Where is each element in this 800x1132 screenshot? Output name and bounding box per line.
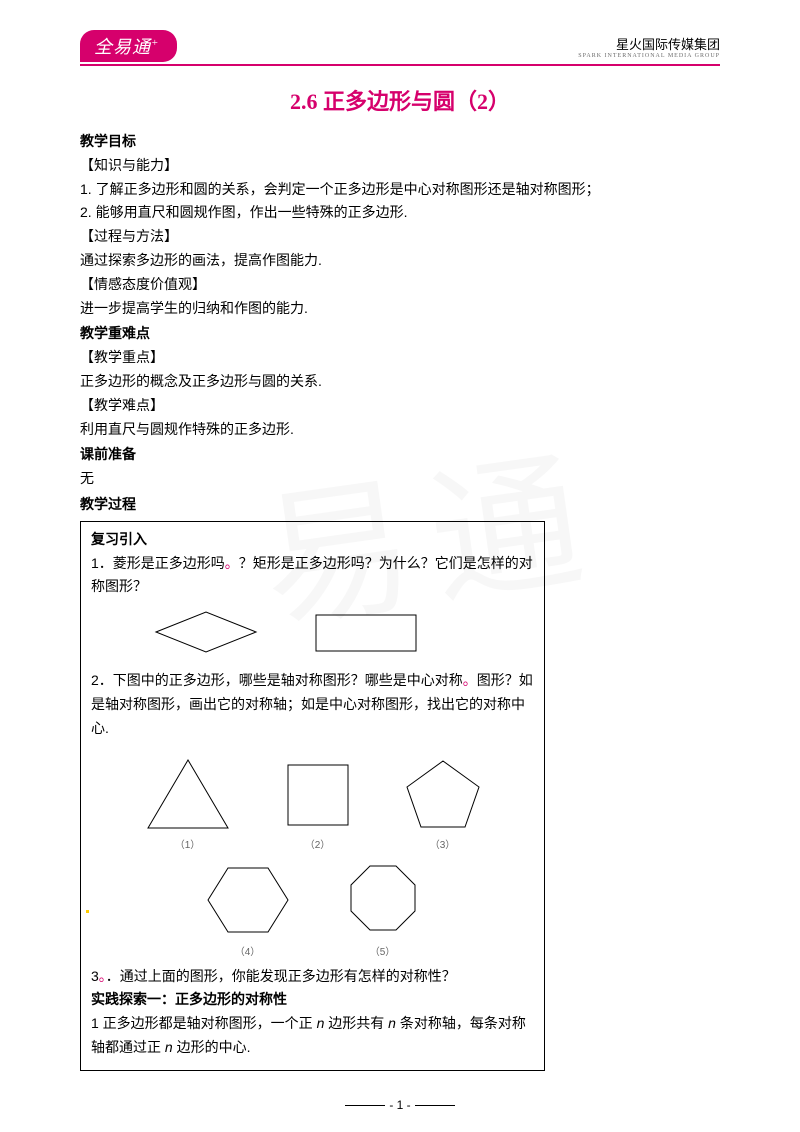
- proc-heading: 教学过程: [80, 493, 720, 517]
- prep-heading: 课前准备: [80, 443, 720, 467]
- knowledge-item-1: 1. 了解正多边形和圆的关系，会判定一个正多边形是中心对称图形还是轴对称图形；: [80, 178, 720, 202]
- knowledge-item-2: 2. 能够用直尺和圆规作图，作出一些特殊的正多边形.: [80, 201, 720, 225]
- explore-text: 1 正多边形都是轴对称图形，一个正 n 边形共有 n 条对称轴，每条对称轴都通过…: [91, 1012, 534, 1060]
- rhombus-icon: [141, 607, 271, 657]
- page-number: 1: [397, 1098, 404, 1112]
- header-bar: 全易通+ 星火国际传媒集团 SPARK INTERNATIONAL MEDIA …: [80, 30, 720, 66]
- review-heading: 复习引入: [91, 528, 534, 552]
- knowledge-heading: 【知识与能力】: [80, 154, 720, 178]
- figure-row-polygons-2: （4） （5）: [91, 860, 534, 961]
- figure-row-polygons-1: （1） （2） （3）: [91, 755, 534, 854]
- focus-diff-heading: 【教学难点】: [80, 394, 720, 418]
- focus-key-heading: 【教学重点】: [80, 346, 720, 370]
- pentagon-figure: （3）: [403, 755, 483, 854]
- hexagon-figure: （4）: [203, 860, 293, 961]
- content-body: 教学目标 【知识与能力】 1. 了解正多边形和圆的关系，会判定一个正多边形是中心…: [80, 130, 720, 1071]
- figure-row-rhombus-rect: [141, 607, 534, 657]
- process-heading: 【过程与方法】: [80, 225, 720, 249]
- goal-heading: 教学目标: [80, 130, 720, 154]
- square-figure: （2）: [283, 755, 353, 854]
- process-box: 复习引入 1．菱形是正多边形吗。？矩形是正多边形吗？为什么？它们是怎样的对称图形…: [80, 521, 545, 1071]
- prep-1: 无: [80, 467, 720, 491]
- rectangle-icon: [311, 607, 421, 657]
- page-footer: - 1 -: [0, 1098, 800, 1112]
- question-2: 2．下图中的正多边形，哪些是轴对称图形？哪些是中心对称。图形？如是轴对称图形，画…: [91, 669, 534, 740]
- octagon-figure: （5）: [343, 860, 423, 961]
- question-3: 3。．通过上面的图形，你能发现正多边形有怎样的对称性？: [91, 965, 534, 989]
- focus-diff-1: 利用直尺与圆规作特殊的正多边形.: [80, 418, 720, 442]
- page-title: 2.6 正多边形与圆（2）: [80, 84, 720, 116]
- logo-plus: +: [151, 37, 159, 49]
- logo-badge: 全易通+: [80, 30, 177, 62]
- focus-heading: 教学重难点: [80, 322, 720, 346]
- triangle-figure: （1）: [143, 755, 233, 854]
- focus-key-1: 正多边形的概念及正多边形与圆的关系.: [80, 370, 720, 394]
- explore-heading: 实践探索一：正多边形的对称性: [91, 988, 534, 1012]
- logo-text: 全易通: [94, 37, 151, 57]
- emotion-heading: 【情感态度价值观】: [80, 273, 720, 297]
- page-content: 全易通+ 星火国际传媒集团 SPARK INTERNATIONAL MEDIA …: [0, 0, 800, 1091]
- decorative-dot: [86, 910, 89, 913]
- company-name: 星火国际传媒集团 SPARK INTERNATIONAL MEDIA GROUP: [578, 34, 720, 59]
- question-1: 1．菱形是正多边形吗。？矩形是正多边形吗？为什么？它们是怎样的对称图形？: [91, 552, 534, 600]
- emotion-item-1: 进一步提高学生的归纳和作图的能力.: [80, 297, 720, 321]
- process-item-1: 通过探索多边形的画法，提高作图能力.: [80, 249, 720, 273]
